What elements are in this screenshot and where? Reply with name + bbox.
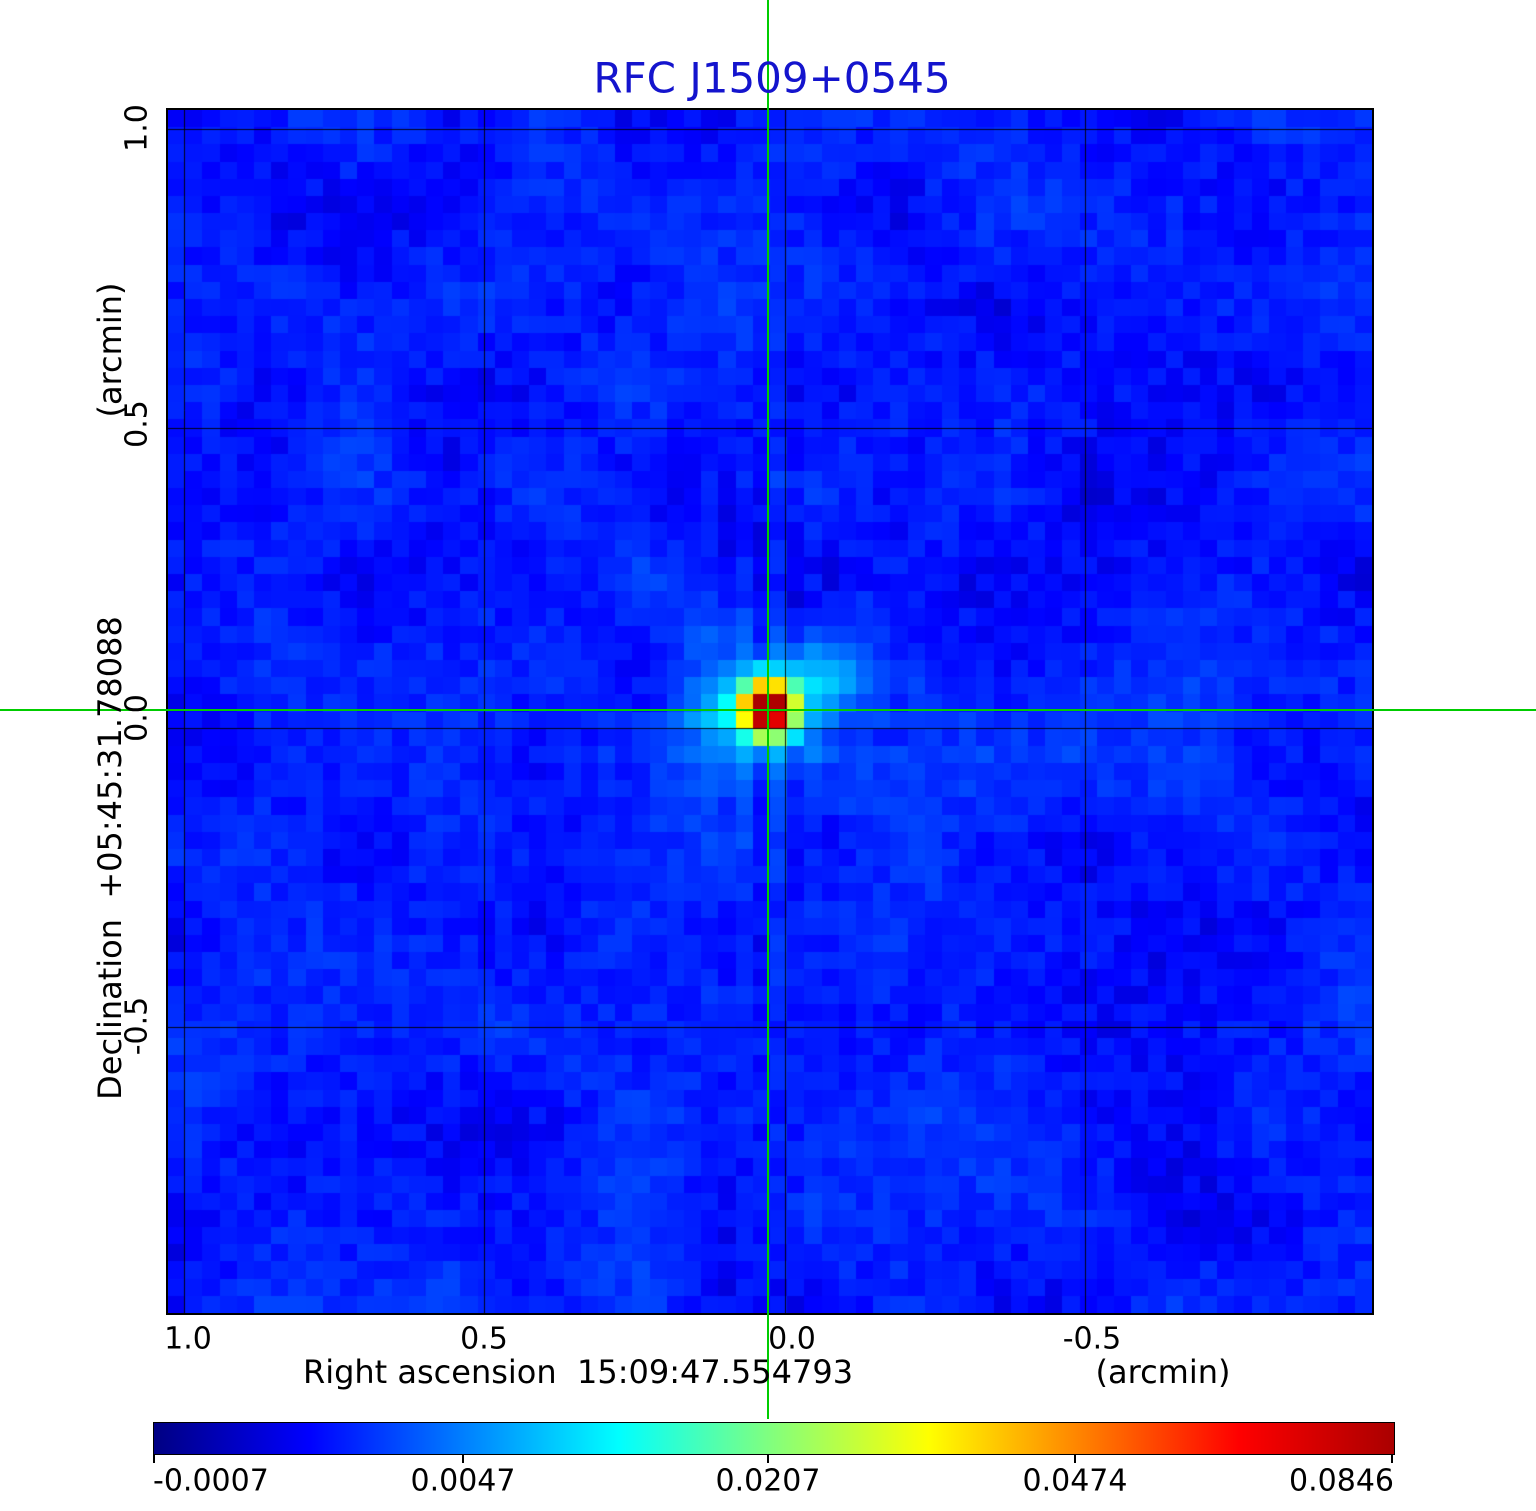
colorbar-tick	[153, 1455, 155, 1463]
crosshair-horizontal-line	[0, 709, 1536, 711]
colorbar-tick	[1074, 1455, 1076, 1463]
plot-title: RFC J1509+0545	[593, 53, 951, 103]
y-tick-label-1.0: 1.0	[119, 104, 155, 152]
colorbar-label: 0.0474	[1022, 1463, 1128, 1499]
colorbar-gradient	[153, 1422, 1395, 1455]
x-axis-title: Right ascension 15:09:47.554793	[302, 1353, 854, 1391]
sky-map-canvas	[168, 110, 1372, 1313]
colorbar-label: 0.0207	[715, 1463, 821, 1499]
colorbar-label-min: -0.0007	[153, 1463, 269, 1499]
x-tick-label-1.0: 1.0	[164, 1321, 212, 1357]
y-axis-title: Declination +05:45:31.78088	[91, 616, 129, 1100]
colorbar-tick	[462, 1455, 464, 1463]
colorbar-tick	[767, 1455, 769, 1463]
x-tick-label--0.5: -0.5	[1062, 1321, 1122, 1357]
x-tick-label-0.0: 0.0	[768, 1321, 816, 1357]
x-axis-unit: (arcmin)	[1095, 1353, 1231, 1391]
x-tick-label-0.5: 0.5	[460, 1321, 508, 1357]
colorbar-label: 0.0047	[410, 1463, 516, 1499]
sky-map-frame	[166, 108, 1374, 1315]
y-axis-unit: (arcmin)	[91, 282, 129, 418]
colorbar-tick	[1391, 1455, 1393, 1463]
colorbar-label-max: 0.0846	[1289, 1463, 1394, 1499]
